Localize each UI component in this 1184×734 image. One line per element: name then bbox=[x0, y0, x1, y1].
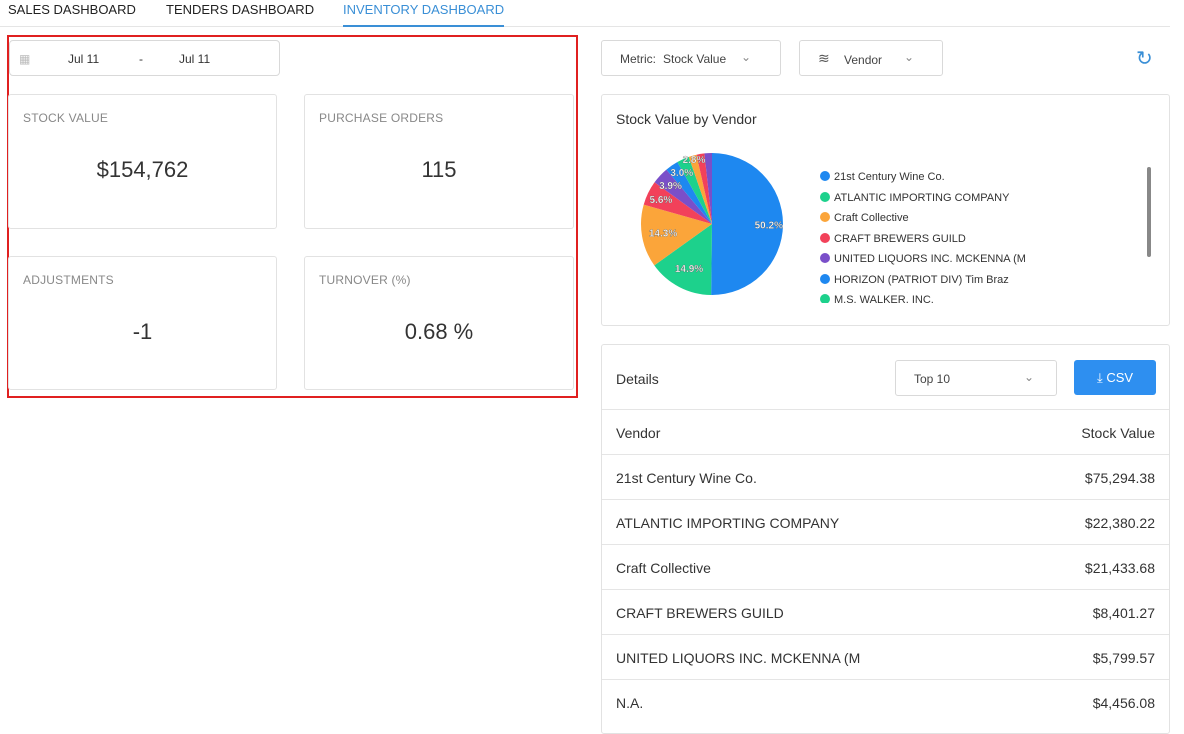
top-n-value: Top 10 bbox=[914, 372, 951, 386]
pie-slice[interactable] bbox=[666, 161, 712, 224]
download-icon: ⤓ bbox=[1096, 370, 1103, 385]
table-row[interactable]: ATLANTIC IMPORTING COMPANY $22,380.22 bbox=[602, 499, 1169, 544]
chevron-down-icon: ⌄ bbox=[904, 50, 915, 64]
vendor-cell: ATLANTIC IMPORTING COMPANY bbox=[616, 515, 840, 531]
date-range-picker[interactable]: ▦ Jul 11 - Jul 11 bbox=[9, 40, 280, 76]
metric-value: Stock Value bbox=[663, 52, 727, 66]
calendar-icon: ▦ bbox=[19, 52, 31, 66]
stock-value-cell: $5,799.57 bbox=[1092, 650, 1155, 666]
dashboard-tabs: SALES DASHBOARD TENDERS DASHBOARD INVENT… bbox=[0, 0, 1170, 27]
pie-slice[interactable] bbox=[696, 153, 712, 224]
pie-slice[interactable] bbox=[654, 224, 712, 295]
pie-slice[interactable] bbox=[677, 156, 712, 224]
pie-slice[interactable] bbox=[643, 182, 712, 224]
csv-label: CSV bbox=[1106, 370, 1134, 385]
pie-data-label: 14.3% bbox=[649, 229, 677, 240]
metric-select[interactable]: Metric: Stock Value ⌄ bbox=[601, 40, 781, 76]
group-value: Vendor bbox=[844, 53, 883, 67]
pie-data-label: 50.2% bbox=[755, 220, 783, 231]
legend-scrollbar[interactable] bbox=[1147, 167, 1151, 257]
table-row[interactable]: UNITED LIQUORS INC. MCKENNA (M $5,799.57 bbox=[602, 634, 1169, 679]
refresh-icon[interactable]: ↻ bbox=[1136, 48, 1153, 70]
pie-slice[interactable] bbox=[704, 153, 712, 224]
csv-download-button[interactable]: ⤓ CSV bbox=[1074, 360, 1156, 395]
pie-data-label: 3.0% bbox=[670, 168, 693, 179]
stock-value-cell: $75,294.38 bbox=[1084, 470, 1155, 486]
pie-slice[interactable] bbox=[711, 153, 783, 295]
column-vendor[interactable]: Vendor bbox=[616, 425, 661, 441]
table-row[interactable]: CRAFT BREWERS GUILD $8,401.27 bbox=[602, 589, 1169, 634]
chart-panel: Stock Value by Vendor bbox=[601, 94, 1170, 326]
kpi-label: PURCHASE ORDERS bbox=[319, 111, 444, 125]
start-date[interactable]: Jul 11 bbox=[68, 52, 100, 66]
chart-title: Stock Value by Vendor bbox=[616, 111, 757, 127]
kpi-label: TURNOVER (%) bbox=[319, 273, 411, 287]
tab-sales-dashboard[interactable]: SALES DASHBOARD bbox=[8, 2, 136, 17]
kpi-adjustments: ADJUSTMENTS -1 bbox=[8, 256, 277, 390]
stock-value-cell: $8,401.27 bbox=[1092, 605, 1155, 621]
tab-inventory-dashboard[interactable]: INVENTORY DASHBOARD bbox=[343, 2, 505, 27]
table-row[interactable]: N.A. $4,456.08 bbox=[602, 679, 1169, 724]
pie-chart: 50.2% 14.9% 14.3% 5.6% 3.9% 3.0% 2.8% bbox=[641, 153, 783, 295]
layers-icon: ≋ bbox=[818, 50, 830, 66]
group-by-select[interactable]: ≋ Vendor ⌄ bbox=[799, 40, 943, 76]
kpi-value: $154,762 bbox=[96, 157, 189, 182]
pie-data-label: 3.9% bbox=[659, 181, 682, 192]
kpi-stock-value: STOCK VALUE $154,762 bbox=[8, 94, 277, 229]
stock-value-cell: $4,456.08 bbox=[1092, 695, 1155, 711]
top-n-select[interactable]: Top 10 ⌄ bbox=[895, 360, 1057, 396]
column-stock-value[interactable]: Stock Value bbox=[1081, 425, 1155, 441]
kpi-label: STOCK VALUE bbox=[23, 111, 109, 125]
pie-slice[interactable] bbox=[688, 154, 712, 224]
vendor-cell: UNITED LIQUORS INC. MCKENNA (M bbox=[616, 650, 861, 666]
pie-data-label: 2.8% bbox=[683, 155, 706, 166]
pie-slice[interactable] bbox=[654, 169, 712, 224]
table-row[interactable]: 21st Century Wine Co. $75,294.38 bbox=[602, 454, 1169, 499]
kpi-value: 0.68 % bbox=[404, 319, 474, 344]
table-header: Vendor Stock Value bbox=[602, 409, 1169, 454]
metric-prefix: Metric: bbox=[620, 52, 656, 66]
stock-value-cell: $22,380.22 bbox=[1084, 515, 1155, 531]
end-date[interactable]: Jul 11 bbox=[179, 52, 211, 66]
pie-data-label: 14.9% bbox=[675, 264, 703, 275]
kpi-label: ADJUSTMENTS bbox=[23, 273, 114, 287]
tab-tenders-dashboard[interactable]: TENDERS DASHBOARD bbox=[166, 2, 315, 17]
vendor-cell: 21st Century Wine Co. bbox=[616, 470, 757, 486]
chevron-down-icon: ⌄ bbox=[1024, 370, 1035, 384]
kpi-value: 115 bbox=[421, 157, 457, 182]
details-title: Details bbox=[616, 371, 659, 387]
vendor-cell: CRAFT BREWERS GUILD bbox=[616, 605, 784, 621]
pie-data-label: 5.6% bbox=[650, 195, 673, 206]
vendor-cell: N.A. bbox=[616, 695, 644, 711]
vendor-cell: Craft Collective bbox=[616, 560, 711, 576]
table-row[interactable]: Craft Collective $21,433.68 bbox=[602, 544, 1169, 589]
kpi-purchase-orders: PURCHASE ORDERS 115 bbox=[304, 94, 574, 229]
kpi-value: -1 bbox=[132, 319, 153, 344]
pie-slice[interactable] bbox=[641, 204, 712, 266]
kpi-turnover: TURNOVER (%) 0.68 % bbox=[304, 256, 574, 390]
stock-value-cell: $21,433.68 bbox=[1084, 560, 1155, 576]
date-separator: - bbox=[139, 52, 143, 66]
details-panel: Details Top 10 ⌄ ⤓ CSV bbox=[601, 344, 1170, 734]
chevron-down-icon: ⌄ bbox=[741, 50, 752, 64]
